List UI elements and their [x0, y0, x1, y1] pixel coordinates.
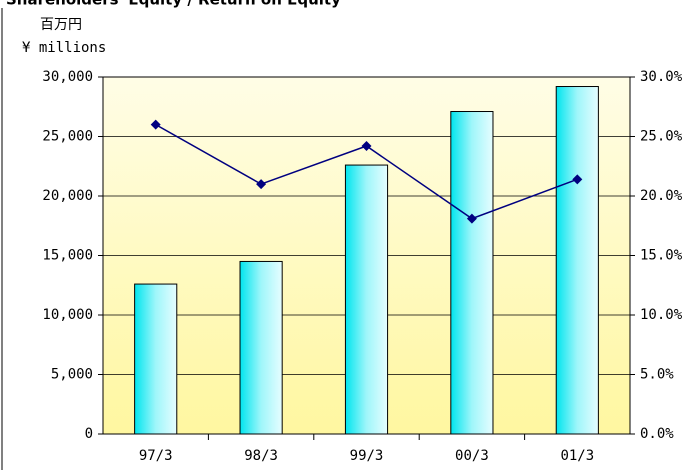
- x-tick-label: 97/3: [139, 448, 173, 464]
- bar: [239, 260, 283, 435]
- x-tick-label: 00/3: [455, 448, 489, 464]
- y-axis-label: ¥ millions: [22, 40, 106, 56]
- chart-title: Shareholders' Equity / Return on Equity: [6, 0, 341, 9]
- bar: [555, 86, 599, 435]
- y2-tick-label: 0.0%: [640, 426, 674, 442]
- y-tick-label: 30,000: [42, 69, 93, 85]
- x-tick-label: 01/3: [560, 448, 594, 464]
- y-axis-label: 百万円: [40, 17, 82, 33]
- y-tick-label: 25,000: [42, 129, 93, 145]
- y2-tick-label: 10.0%: [640, 307, 683, 323]
- y-tick-label: 5,000: [51, 367, 93, 383]
- bar: [134, 283, 178, 435]
- y-tick-label: 20,000: [42, 188, 93, 204]
- y2-tick-label: 25.0%: [640, 129, 683, 145]
- x-tick-label: 99/3: [350, 448, 384, 464]
- y-tick-label: 15,000: [42, 248, 93, 264]
- y2-tick-label: 5.0%: [640, 367, 674, 383]
- marker: [572, 174, 583, 185]
- y-tick-label: 10,000: [42, 307, 93, 323]
- y-tick-label: 0: [85, 426, 93, 442]
- marker: [150, 119, 161, 130]
- bar: [450, 111, 494, 435]
- marker: [361, 141, 372, 152]
- marker: [466, 213, 477, 224]
- y2-tick-label: 15.0%: [640, 248, 683, 264]
- y2-tick-label: 30.0%: [640, 69, 683, 85]
- y2-tick-label: 20.0%: [640, 188, 683, 204]
- marker: [256, 179, 267, 190]
- bar: [344, 164, 389, 435]
- x-tick-label: 98/3: [244, 448, 278, 464]
